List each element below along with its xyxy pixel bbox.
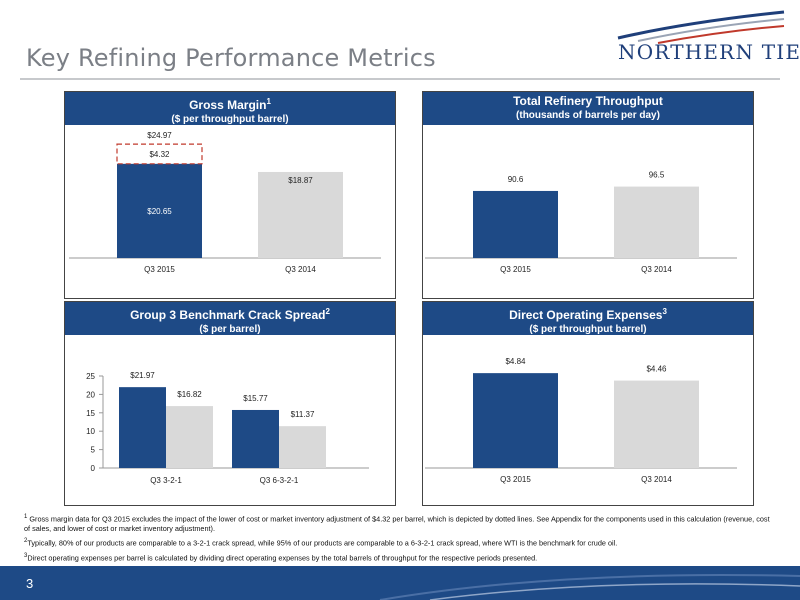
bar — [232, 409, 279, 468]
operating-expenses-subtitle: ($ per throughput barrel) — [529, 324, 647, 335]
y-tick-label: 25 — [86, 372, 95, 381]
operating-expenses-panel: Direct Operating Expenses3 ($ per throug… — [422, 301, 754, 506]
logo-swoosh-icon — [617, 10, 785, 44]
bar — [614, 186, 699, 258]
data-label: $15.77 — [243, 394, 268, 403]
dashed-adjustment-bar — [116, 143, 203, 165]
operating-expenses-footnote-mark: 3 — [662, 307, 667, 316]
bar — [614, 380, 699, 468]
bar — [117, 163, 202, 258]
data-label: $4.84 — [505, 357, 526, 366]
data-label: $18.87 — [288, 176, 313, 185]
gross-margin-footnote-mark: 1 — [266, 97, 271, 106]
bar — [258, 171, 343, 258]
crack-spread-chart: 0 5 10 15 20 25 $21.97 $16.82 Q3 3-2-1 $15.77 $11.… — [86, 371, 369, 485]
crack-spread-header: Group 3 Benchmark Crack Spread2 ($ per b… — [65, 302, 395, 335]
gross-margin-chart: $4.32 $24.97 $20.65 Q3 2015 $18.87 Q3 2014 — [69, 131, 381, 274]
gross-margin-subtitle: ($ per throughput barrel) — [171, 114, 289, 125]
footnotes: 1 Gross margin data for Q3 2015 excludes… — [24, 512, 774, 565]
bar — [473, 190, 558, 258]
logo-wordmark: NORTHERN TIER — [618, 40, 800, 64]
footnote-2: 2Typically, 80% of our products are comp… — [24, 538, 618, 548]
title-divider — [20, 78, 780, 80]
throughput-subtitle: (thousands of barrels per day) — [516, 110, 660, 121]
y-tick-label: 15 — [86, 409, 95, 418]
bar — [279, 426, 326, 468]
x-tick-label: Q3 2014 — [641, 265, 672, 274]
crack-spread-title: Group 3 Benchmark Crack Spread — [130, 308, 326, 322]
bar — [166, 406, 213, 468]
footer-bar: 3 — [0, 566, 800, 600]
throughput-header: Total Refinery Throughput (thousands of … — [423, 92, 753, 125]
throughput-chart: 90.6 Q3 2015 96.5 Q3 2014 — [425, 171, 737, 274]
data-label: $4.46 — [646, 365, 667, 374]
company-logo: NORTHERN TIER — [598, 8, 800, 70]
footer-swoosh-icon — [379, 574, 800, 600]
gross-margin-panel: Gross Margin1 ($ per throughput barrel) … — [64, 91, 396, 299]
x-tick-label: Q3 2015 — [500, 475, 531, 484]
y-tick-label: 5 — [91, 446, 96, 455]
x-tick-label: Q3 6-3-2-1 — [260, 476, 299, 485]
x-tick-label: Q3 2014 — [285, 265, 316, 274]
crack-spread-panel: Group 3 Benchmark Crack Spread2 ($ per b… — [64, 301, 396, 506]
footnote-1: 1 Gross margin data for Q3 2015 excludes… — [24, 514, 770, 534]
data-label: 90.6 — [508, 175, 524, 184]
x-tick-label: Q3 2015 — [500, 265, 531, 274]
data-label: $21.97 — [130, 371, 155, 380]
operating-expenses-title: Direct Operating Expenses — [509, 308, 663, 322]
y-tick-label: 20 — [86, 390, 95, 399]
bar — [473, 373, 558, 468]
page-title: Key Refining Performance Metrics — [26, 44, 436, 72]
footnote-3: 3Direct operating expenses per barrel is… — [24, 552, 538, 563]
data-label: 96.5 — [649, 171, 665, 180]
operating-expenses-chart: $4.84 Q3 2015 $4.46 Q3 2014 — [425, 357, 737, 484]
x-tick-label: Q3 2014 — [641, 475, 672, 484]
operating-expenses-header: Direct Operating Expenses3 ($ per throug… — [423, 302, 753, 335]
data-label: $20.65 — [147, 207, 172, 216]
throughput-panel: Total Refinery Throughput (thousands of … — [422, 91, 754, 299]
throughput-title: Total Refinery Throughput — [513, 94, 663, 108]
data-label: $24.97 — [147, 131, 172, 140]
bar — [119, 387, 166, 468]
data-label: $16.82 — [177, 390, 202, 399]
data-label: $4.32 — [149, 150, 170, 159]
x-tick-label: Q3 3-2-1 — [150, 476, 182, 485]
data-label: $11.37 — [291, 410, 315, 419]
x-tick-label: Q3 2015 — [144, 265, 175, 274]
y-tick-label: 10 — [86, 427, 95, 436]
crack-spread-subtitle: ($ per barrel) — [199, 324, 261, 335]
page-number: 3 — [26, 576, 34, 591]
y-tick-label: 0 — [91, 464, 96, 473]
gross-margin-header: Gross Margin1 ($ per throughput barrel) — [65, 92, 395, 125]
crack-spread-footnote-mark: 2 — [325, 307, 330, 316]
gross-margin-title: Gross Margin — [189, 98, 267, 112]
